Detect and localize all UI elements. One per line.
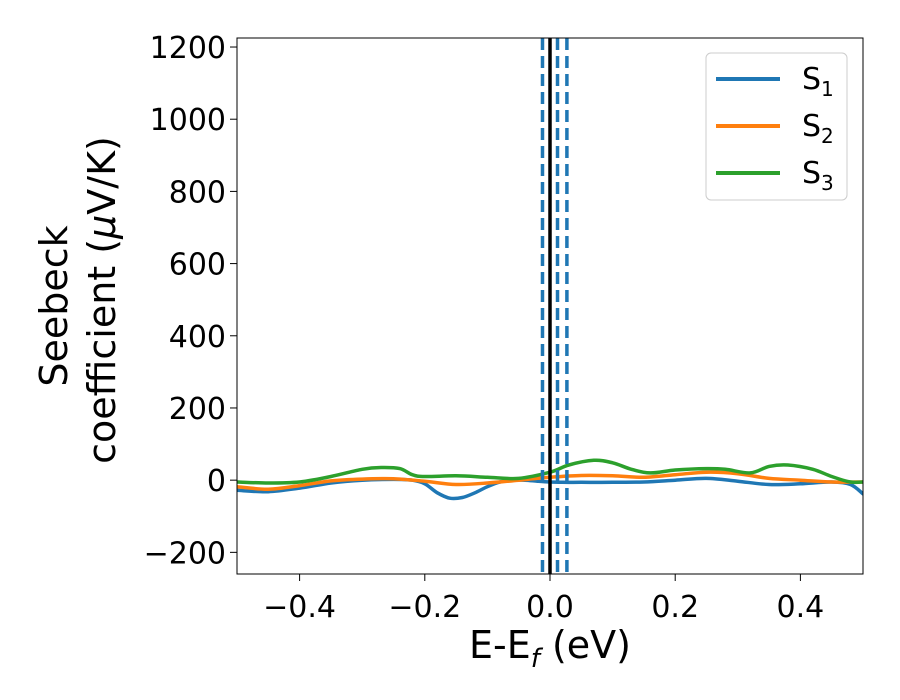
x-tick-label: −0.2 xyxy=(388,590,461,625)
y-axis-label-text: coefficient ( xyxy=(80,239,124,464)
y-axis-label-line2: coefficient (μV/K) xyxy=(80,136,124,464)
y-axis-label-line1: Seebeck xyxy=(32,225,76,386)
x-tick-label: 0.0 xyxy=(526,590,574,625)
y-tick-label: −200 xyxy=(144,536,226,571)
legend-label-s3: S3 xyxy=(802,156,834,195)
y-tick-label: 1200 xyxy=(150,31,226,66)
x-tick-label: 0.2 xyxy=(651,590,699,625)
x-axis-label-unit: (eV) xyxy=(540,623,631,667)
series-line-s3 xyxy=(237,458,863,485)
legend-label-s2: S2 xyxy=(802,109,834,148)
y-tick-label: 200 xyxy=(169,392,226,427)
legend-label-s1: S1 xyxy=(802,62,834,101)
y-tick-label: 600 xyxy=(169,248,226,283)
y-tick-label: 800 xyxy=(169,175,226,210)
y-axis-label-mu: μ xyxy=(80,215,124,240)
x-tick-label: 0.4 xyxy=(777,590,825,625)
y-tick-label: 0 xyxy=(207,464,226,499)
y-tick-label: 400 xyxy=(169,320,226,355)
legend: S1 S2 S3 xyxy=(705,52,848,201)
y-tick-label: 1000 xyxy=(150,103,226,138)
x-tick-label: −0.4 xyxy=(263,590,336,625)
x-axis-label-main: E-E xyxy=(469,623,531,667)
y-axis-label-unit: V/K) xyxy=(80,136,124,215)
x-axis-label: E-Ef (eV) xyxy=(469,623,631,674)
